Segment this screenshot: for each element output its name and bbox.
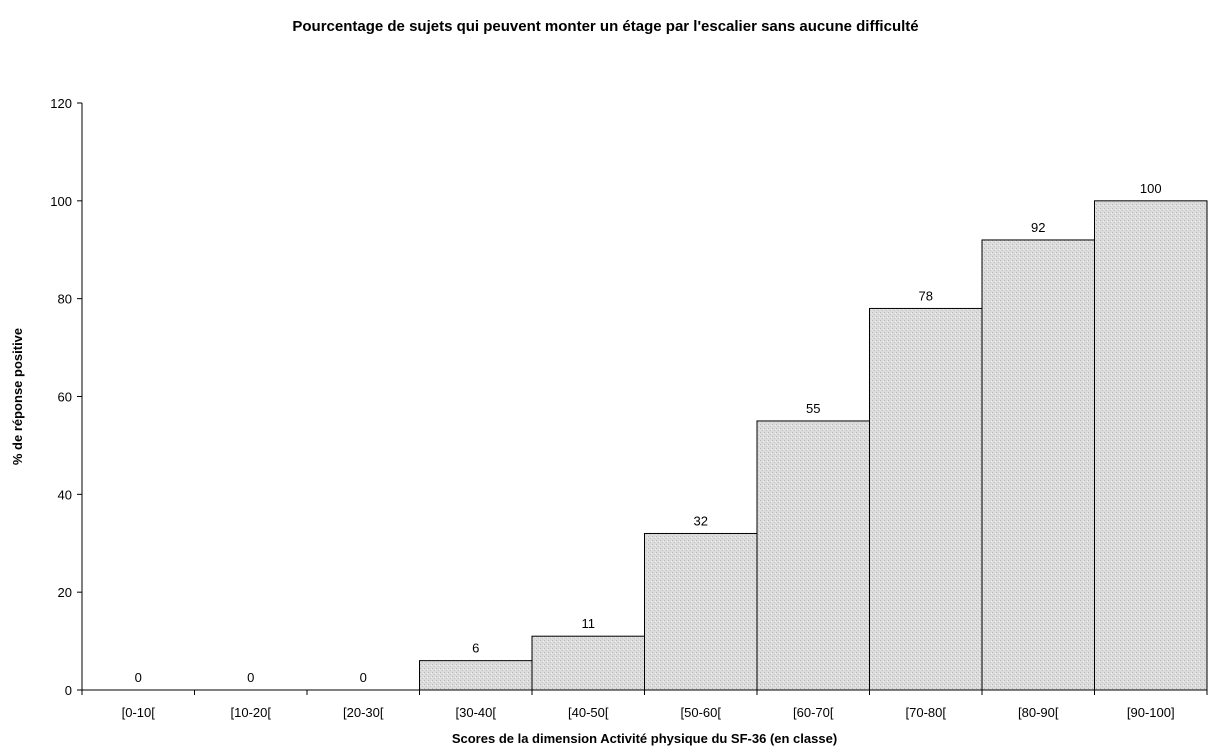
bar-4: [531, 635, 645, 691]
x-tick-label-8: [80-90[: [1018, 705, 1059, 720]
y-tick-label-6: 120: [50, 96, 72, 111]
y-tick-label-0: 0: [65, 683, 72, 698]
x-tick-label-2: [20-30[: [343, 705, 384, 720]
data-label-7: 78: [919, 288, 933, 303]
x-axis-title: Scores de la dimension Activité physique…: [452, 731, 837, 746]
y-axis-title: % de réponse positive: [10, 328, 25, 465]
data-label-9: 100: [1140, 181, 1162, 196]
data-label-4: 11: [582, 616, 596, 631]
chart-title: Pourcentage de sujets qui peuvent monter…: [292, 18, 919, 35]
y-tick-label-1: 20: [58, 585, 72, 600]
data-labels-group: 0 0 0 6 11 32 55 78 92 100: [135, 181, 1162, 685]
bar-3: [419, 660, 533, 691]
data-label-5: 32: [694, 513, 708, 528]
data-label-0: 0: [135, 670, 142, 685]
x-tick-label-7: [70-80[: [906, 705, 947, 720]
data-label-2: 0: [360, 670, 367, 685]
data-label-8: 92: [1031, 220, 1045, 235]
bar-8: [981, 239, 1095, 691]
data-label-6: 55: [806, 401, 820, 416]
y-tick-label-3: 60: [58, 390, 72, 405]
y-tick-labels-group: 0 20 40 60 80 100 120: [50, 96, 72, 698]
data-label-3: 6: [472, 641, 479, 656]
y-tick-label-2: 40: [58, 487, 72, 502]
x-tick-label-3: [30-40[: [456, 705, 497, 720]
x-tick-label-9: [90-100]: [1127, 705, 1175, 720]
bar-9: [1094, 200, 1208, 691]
y-tick-label-5: 100: [50, 194, 72, 209]
x-tick-labels-group: [0-10[ [10-20[ [20-30[ [30-40[ [40-50[ [50-60…: [122, 705, 1175, 720]
bars-group: [419, 200, 1208, 691]
x-tick-label-0: [0-10[: [122, 705, 156, 720]
bar-6: [756, 420, 870, 691]
y-tick-label-4: 80: [58, 292, 72, 307]
axes-group: [77, 102, 1208, 695]
x-tick-label-4: [40-50[: [568, 705, 609, 720]
bar-7: [869, 307, 983, 691]
x-tick-label-6: [60-70[: [793, 705, 834, 720]
x-tick-label-5: [50-60[: [681, 705, 722, 720]
data-label-1: 0: [247, 670, 254, 685]
x-tick-label-1: [10-20[: [231, 705, 272, 720]
bar-5: [644, 532, 758, 691]
